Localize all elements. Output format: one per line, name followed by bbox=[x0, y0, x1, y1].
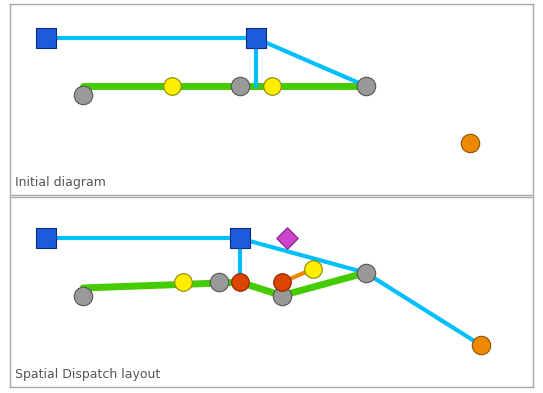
Point bbox=[42, 235, 50, 242]
Point bbox=[168, 83, 176, 89]
Point bbox=[309, 266, 318, 272]
Point bbox=[477, 342, 485, 348]
Text: Spatial Dispatch layout: Spatial Dispatch layout bbox=[15, 368, 160, 381]
Point bbox=[277, 292, 286, 299]
Point bbox=[215, 279, 224, 285]
Point bbox=[251, 35, 260, 41]
Point bbox=[277, 279, 286, 285]
Point bbox=[267, 83, 276, 89]
Point bbox=[236, 235, 244, 242]
Point bbox=[79, 92, 87, 99]
Point bbox=[79, 292, 87, 299]
Point bbox=[466, 140, 475, 146]
Point bbox=[283, 235, 292, 242]
Point bbox=[362, 270, 370, 276]
Point bbox=[178, 279, 187, 285]
Point bbox=[236, 279, 244, 285]
Point bbox=[42, 35, 50, 41]
Point bbox=[362, 83, 370, 89]
Point bbox=[236, 83, 244, 89]
Text: Initial diagram: Initial diagram bbox=[15, 176, 106, 189]
